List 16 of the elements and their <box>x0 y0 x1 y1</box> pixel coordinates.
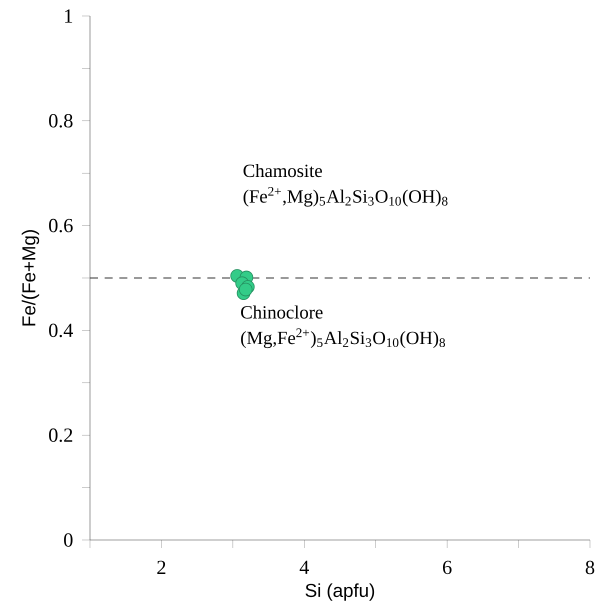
annotation: Chinoclore <box>241 305 323 319</box>
x-tick-label: 4 <box>300 560 309 574</box>
x-axis-title: Si (apfu) <box>306 583 374 601</box>
y-tick-label: 0.4 <box>49 324 73 338</box>
text: (Mg,Fe$^{2+}$)$_{5}$Al$_{2}$Si$_{3}$O$_{10}$(OH)$_{8}$ <box>241 328 446 348</box>
y-tick-label: 0.2 <box>49 428 72 442</box>
y-axis-title: Fe/(Fe+Mg) <box>22 230 40 326</box>
annotation: Chamosite <box>244 164 322 178</box>
y-tick-label: 0 <box>64 533 73 547</box>
text: (Fe$^{2+}$,Mg)$_{5}$Al$_{2}$Si$_{3}$O$_{10}$(OH)$_{8}$ <box>244 186 448 207</box>
x-tick-label: 6 <box>442 560 452 574</box>
y-tick-label: 0.6 <box>49 218 73 232</box>
y-tick-label: 0.8 <box>49 114 73 128</box>
x-tick-label: 8 <box>586 560 594 574</box>
x-tick-label: 2 <box>157 560 166 574</box>
y-tick-label: 1 <box>65 9 72 23</box>
